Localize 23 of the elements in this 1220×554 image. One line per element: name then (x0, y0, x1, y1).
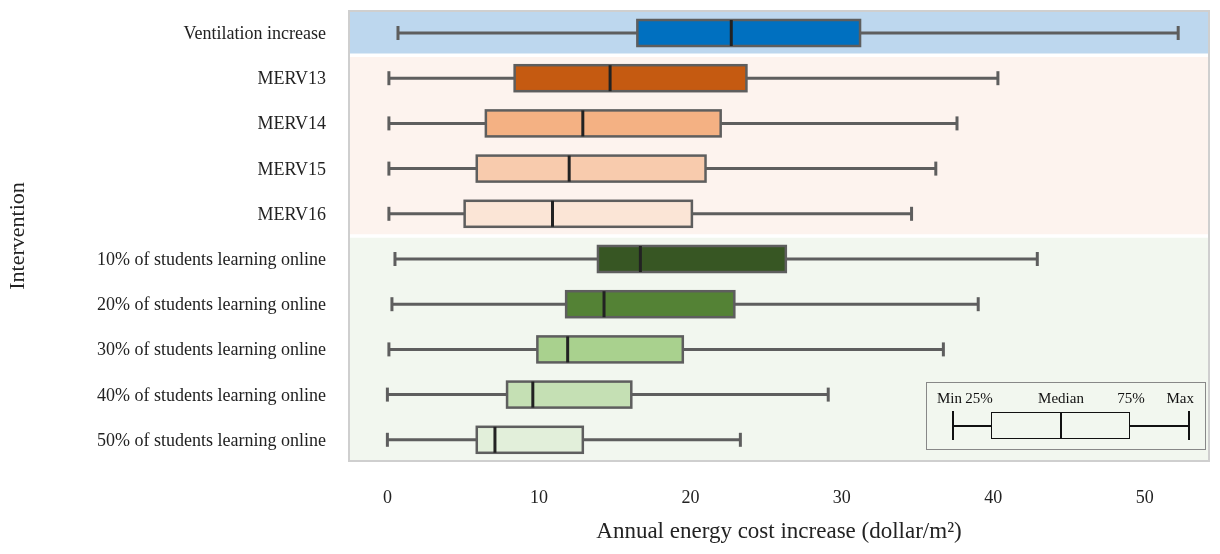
y-tick-label: MERV14 (257, 113, 326, 134)
y-tick-label: 20% of students learning online (97, 294, 326, 315)
y-tick-label: 30% of students learning online (97, 339, 326, 360)
annotation: Min (937, 390, 963, 406)
y-tick-label: MERV15 (257, 158, 326, 179)
y-tick-label: 40% of students learning online (97, 384, 326, 405)
x-tick-label: 20 (681, 486, 700, 507)
y-tick-label: 50% of students learning online (97, 429, 326, 450)
y-tick-label: MERV16 (257, 203, 326, 224)
y-axis-title: Intervention (3, 182, 29, 290)
x-tick-label: 10 (529, 486, 548, 507)
x-tick-label: 40 (984, 486, 1003, 507)
x-axis-title: Annual energy cost increase (dollar/m²) (596, 518, 962, 543)
y-tick-label: MERV13 (257, 68, 326, 89)
annotation: 75% (1117, 390, 1145, 406)
annotation: 25% (965, 390, 993, 406)
x-tick-label: 50 (1135, 486, 1154, 507)
annotation: Median (1038, 390, 1085, 406)
y-tick-label: 10% of students learning online (97, 248, 326, 269)
x-tick-label: 0 (382, 486, 392, 507)
x-tick-label: 30 (832, 486, 851, 507)
y-tick-label: Ventilation increase (183, 22, 326, 43)
annotation: Max (1166, 390, 1195, 406)
